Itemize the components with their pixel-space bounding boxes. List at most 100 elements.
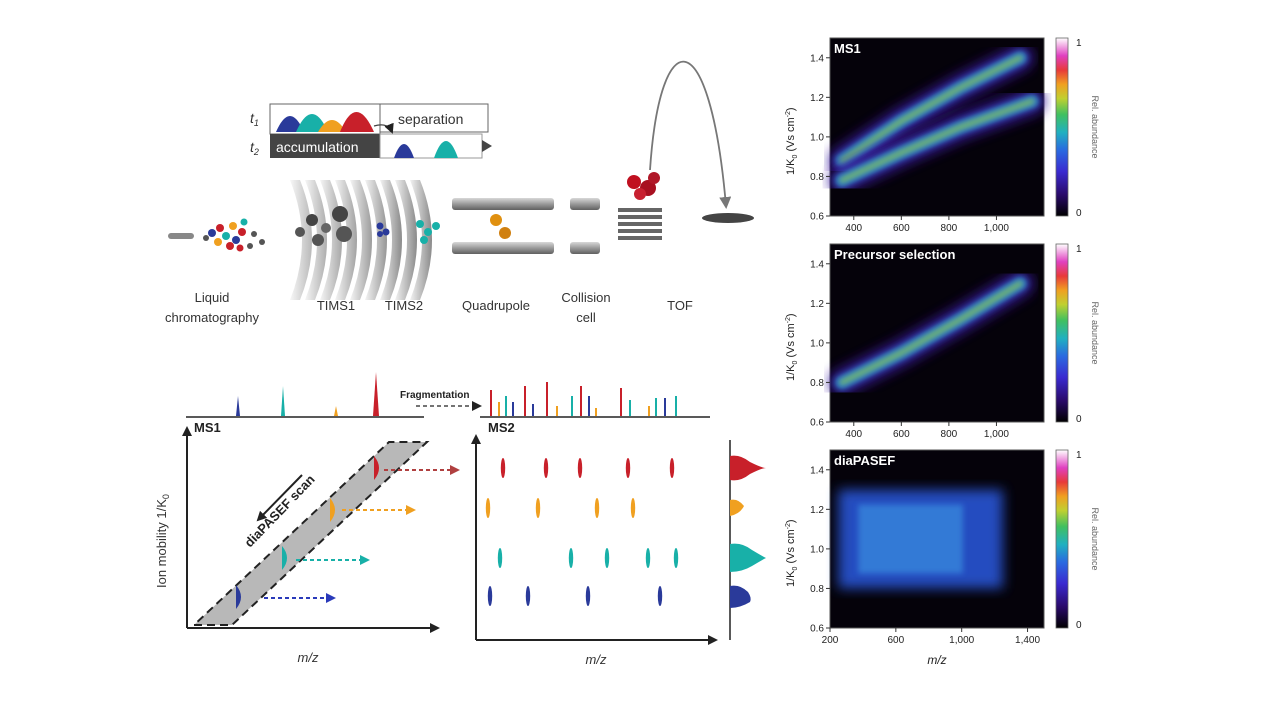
- heatmap-y-label-part: 0: [792, 360, 799, 364]
- heatmap-band-core: [839, 98, 1035, 183]
- ms2-fragment-spot: [625, 458, 631, 478]
- heatmap-x-tick-label: 1,000: [984, 429, 1009, 440]
- collision-label-2: cell: [576, 310, 596, 325]
- ms2-spectrum-peak: [620, 388, 622, 416]
- ion-cloud-icon: [203, 218, 265, 252]
- heatmap-title: Precursor selection: [834, 247, 955, 262]
- colorbar-label: Rel. abundance: [1090, 507, 1100, 570]
- scan-direction-arrow: [256, 474, 303, 522]
- heatmap-panel-2: Precursor selection 0.6 0.8 1.0 1.2 1.4 400 600…: [785, 243, 1100, 440]
- ms2-fragment-spot: [535, 498, 541, 518]
- ms2-fragment-spot: [673, 548, 679, 568]
- separation-label: separation: [398, 111, 463, 127]
- ms2-fragment-spot: [568, 548, 574, 568]
- heatmap-y-label-part: ): [785, 107, 797, 111]
- heatmap-y-label-part: -2: [785, 111, 792, 117]
- heatmap-y-tick-label: 1.4: [810, 465, 824, 476]
- heatmap-y-label-part: 1/K: [785, 158, 797, 175]
- heatmap-x-tick-label: 800: [941, 429, 958, 440]
- peak-teal: [296, 114, 328, 132]
- ion-mobility-axis-label: Ion mobility 1/K0: [154, 494, 171, 588]
- tims1-label: TIMS1: [317, 298, 355, 313]
- peak-orange: [318, 120, 346, 132]
- heatmap-y-label-part: -2: [785, 317, 792, 323]
- ms2-spectrum-peak: [675, 396, 677, 416]
- ms2-fragment-spot: [585, 586, 591, 606]
- timing-inset: t1 t2 separation accumulation: [250, 103, 492, 159]
- ms2-fragment-spot: [657, 586, 663, 606]
- tims-device-icon: [290, 180, 440, 300]
- heatmap-title: diaPASEF: [834, 453, 895, 468]
- heatmap-y-tick-label: 1.4: [810, 259, 824, 270]
- heatmap-region-core: [858, 504, 963, 574]
- lc-emitter-icon: [168, 233, 194, 239]
- ms1-peak-teal: [281, 386, 285, 416]
- heatmap-y-label: 1/K0 (Vs cm-2): [785, 107, 799, 175]
- colorbar-max-label: 1: [1076, 38, 1082, 49]
- heatmap-y-label-part: ): [785, 313, 797, 317]
- heatmap-colorbar: [1055, 243, 1069, 423]
- ms1-peak-red: [373, 372, 379, 416]
- heatmap-band-core: [839, 55, 1023, 164]
- heatmap-title: MS1: [834, 41, 861, 56]
- heatmap-y-label-part: (Vs cm: [785, 323, 797, 360]
- tof-label: TOF: [667, 298, 693, 313]
- ms1-scheme: MS1 diaPASEF scan Ion mobility 1/K0 m/z: [154, 372, 440, 665]
- ms2-fragment-spot: [630, 498, 636, 518]
- ms2-title: MS2: [488, 420, 515, 435]
- ms2-spectrum-peak: [595, 408, 597, 416]
- colorbar-min-label: 0: [1076, 620, 1082, 631]
- separation-peaks-box: [379, 133, 483, 159]
- heatmap-x-tick-label: 400: [845, 429, 862, 440]
- ms2-spectrum-peak: [571, 396, 573, 416]
- sep-peak-teal: [434, 141, 458, 158]
- sep-direction-icon: [482, 140, 492, 152]
- heatmap-y-tick-label: 0.8: [810, 584, 824, 595]
- colorbar-min-label: 0: [1076, 208, 1082, 219]
- heatmap-x-tick-label: 600: [888, 635, 905, 646]
- detector-icon: [702, 213, 754, 223]
- heatmap-y-label-part: 0: [792, 154, 799, 158]
- ms2-fragment-spot: [594, 498, 600, 518]
- heatmap-x-tick-label: 1,000: [949, 635, 974, 646]
- heatmap-x-tick-label: 600: [893, 429, 910, 440]
- ms2-fragment-spot: [669, 458, 675, 478]
- heatmap-x-tick-label: 1,000: [984, 223, 1009, 234]
- heatmap-y-tick-label: 0.6: [810, 624, 824, 635]
- ms2-fragment-map: [485, 458, 679, 606]
- ms2-fragment-spot: [500, 458, 506, 478]
- fragmentation-link: Fragmentation: [264, 390, 482, 603]
- accumulation-box: [270, 134, 380, 158]
- ms1-peak-blue: [236, 396, 240, 416]
- t2-label: t2: [250, 139, 259, 157]
- heatmap-y-tick-label: 1.0: [810, 544, 824, 555]
- ms2-fragment-spot: [645, 548, 651, 568]
- heatmap-y-tick-label: 1.2: [810, 299, 824, 310]
- quadrupole-icon: [452, 198, 554, 254]
- ms2-spectrum-peak: [498, 402, 500, 416]
- heatmap-x-tick-label: 400: [845, 223, 862, 234]
- heatmap-y-tick-label: 0.6: [810, 212, 824, 223]
- lc-label-1: Liquid: [195, 290, 230, 305]
- heatmap-y-label-part: -2: [785, 523, 792, 529]
- mobility-profile-orange: [730, 499, 744, 516]
- ms2-spectrum-peak: [664, 398, 666, 416]
- window-ion-orange: [330, 498, 335, 522]
- ms2-fragment-spot: [485, 498, 491, 518]
- instrument-schematic: Liquid chromatography TIMS1 TIMS2 Quadru…: [165, 61, 754, 325]
- heatmap-x-tick-label: 1,400: [1015, 635, 1040, 646]
- heatmap-y-tick-label: 1.4: [810, 53, 824, 64]
- ms2-spectrum-peak: [655, 398, 657, 416]
- heatmap-y-label-part: (Vs cm: [785, 529, 797, 566]
- collision-label-1: Collision: [561, 290, 610, 305]
- ms2-fragment-spot: [604, 548, 610, 568]
- ms2-spectrum-peak: [532, 404, 534, 416]
- ms1-title: MS1: [194, 420, 221, 435]
- ms2-fragment-spot: [487, 586, 493, 606]
- lc-label-2: chromatography: [165, 310, 259, 325]
- fragmentation-label: Fragmentation: [400, 390, 469, 401]
- tof-flight-path: [649, 61, 732, 209]
